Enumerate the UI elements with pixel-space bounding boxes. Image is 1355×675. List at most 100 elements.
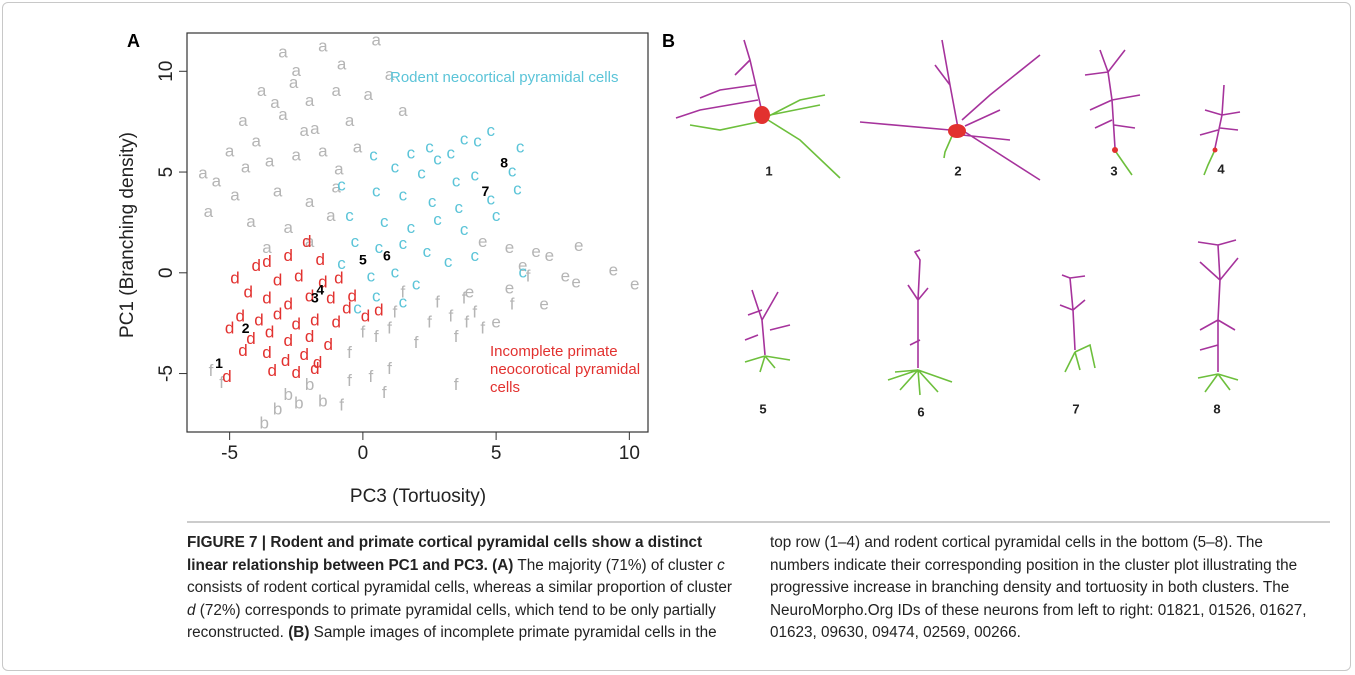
y-axis-label: PC1 (Branching density) xyxy=(117,132,138,338)
point-marker: f xyxy=(209,361,214,380)
point-marker: f xyxy=(510,295,515,314)
point-marker: a xyxy=(284,218,294,237)
neuron-label: 5 xyxy=(759,401,766,416)
point-marker: c xyxy=(513,180,522,199)
point-marker: e xyxy=(571,272,580,291)
point-marker: d xyxy=(284,295,293,314)
point-marker: f xyxy=(427,313,432,332)
point-marker: d xyxy=(300,345,309,364)
point-marker: d xyxy=(273,305,282,324)
point-marker: c xyxy=(452,172,461,191)
point-marker: e xyxy=(505,278,514,297)
point-marker: d xyxy=(273,270,282,289)
caption-text: The majority (71%) of cluster xyxy=(513,556,718,574)
point-marker: d xyxy=(361,307,370,326)
point-marker: a xyxy=(230,186,240,205)
point-marker: d xyxy=(292,363,301,382)
neuron xyxy=(1197,239,1239,393)
point-marker: d xyxy=(318,272,327,291)
point-marker: c xyxy=(471,166,480,185)
point-marker: c xyxy=(391,262,400,281)
point-marker: d xyxy=(294,266,303,285)
point-marker: d xyxy=(347,286,356,305)
point-marker: b xyxy=(294,393,303,412)
point-marker: f xyxy=(464,313,469,332)
point-marker: f xyxy=(462,288,467,307)
point-marker: d xyxy=(244,282,253,301)
point-marker: a xyxy=(305,91,315,110)
point-marker: b xyxy=(284,385,293,404)
point-marker: f xyxy=(480,319,485,338)
point-marker: d xyxy=(252,256,261,275)
point-marker: e xyxy=(465,282,474,301)
point-marker: f xyxy=(392,303,397,322)
point-marker: d xyxy=(284,331,293,350)
point-marker: a xyxy=(326,206,336,225)
point-marker: d xyxy=(238,341,247,360)
point-label: 3 xyxy=(311,290,319,306)
point-marker: a xyxy=(398,101,408,120)
point-marker: d xyxy=(305,327,314,346)
point-marker: d xyxy=(331,313,340,332)
point-marker: a xyxy=(241,157,251,176)
caption-text: FIGURE 7 | Rodent and primate cortical p… xyxy=(187,534,703,574)
point-marker: a xyxy=(385,65,395,84)
point-marker: e xyxy=(531,242,540,261)
point-marker: c xyxy=(417,164,426,183)
point-marker: d xyxy=(225,319,234,338)
point-marker: a xyxy=(278,43,288,62)
point-marker: c xyxy=(447,143,456,162)
point-marker: a xyxy=(353,137,363,156)
point-marker: a xyxy=(262,238,272,257)
point-marker: c xyxy=(407,218,416,237)
x-tick-label: 10 xyxy=(619,443,640,464)
point-marker: d xyxy=(262,252,271,271)
point-marker: f xyxy=(454,327,459,346)
point-label: 8 xyxy=(500,155,508,171)
y-tick-label: 10 xyxy=(156,61,177,82)
point-marker: a xyxy=(265,151,275,170)
point-marker: c xyxy=(473,131,482,150)
point-marker: a xyxy=(225,141,235,160)
point-marker: d xyxy=(262,343,271,362)
point-marker: c xyxy=(460,220,469,239)
point-marker: c xyxy=(487,121,496,140)
point-marker: d xyxy=(323,335,332,354)
point-marker: a xyxy=(198,164,208,183)
point-marker: e xyxy=(545,246,554,265)
point-marker: c xyxy=(399,186,408,205)
point-label: 2 xyxy=(242,320,250,336)
y-tick-label: -5 xyxy=(156,365,177,382)
neuron xyxy=(1199,84,1241,176)
point-marker: c xyxy=(345,206,354,225)
point-marker: c xyxy=(471,246,480,265)
point-marker: c xyxy=(516,137,525,156)
point-marker: f xyxy=(400,282,405,301)
point-marker: f xyxy=(382,383,387,402)
point-marker: c xyxy=(337,254,346,273)
point-label: 7 xyxy=(482,183,490,199)
caption-text: (B) xyxy=(288,624,310,642)
point-marker: c xyxy=(455,198,464,217)
neuron-label: 8 xyxy=(1213,401,1220,416)
caption-text: d xyxy=(187,601,196,619)
point-marker: c xyxy=(399,234,408,253)
point-marker: c xyxy=(391,157,400,176)
panel-letter: B xyxy=(662,31,675,51)
point-marker: a xyxy=(257,81,267,100)
point-marker: c xyxy=(351,232,360,251)
point-marker: d xyxy=(268,361,277,380)
point-marker: c xyxy=(369,145,378,164)
point-marker: a xyxy=(337,55,347,74)
plot-frame xyxy=(186,32,649,433)
caption: FIGURE 7 | Rodent and primate cortical p… xyxy=(187,532,1317,646)
point-marker: b xyxy=(318,391,327,410)
point-marker: d xyxy=(262,288,271,307)
point-label: 5 xyxy=(359,251,367,267)
point-marker: e xyxy=(505,238,514,257)
annotation: cells xyxy=(490,379,520,396)
neuron xyxy=(1059,274,1096,373)
point-marker: c xyxy=(519,262,528,281)
